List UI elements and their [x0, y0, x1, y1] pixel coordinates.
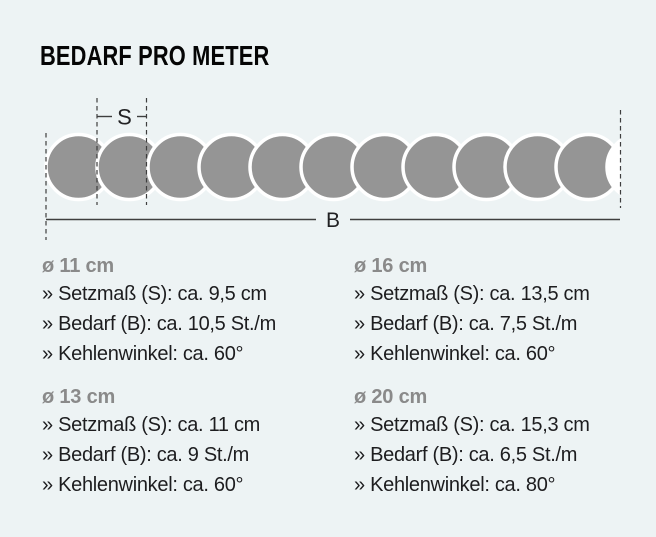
spec-block: ø 13 cm » Setzmaß (S): ca. 11 cm » Bedar… [42, 385, 342, 500]
palisade-diagram: S B [44, 98, 622, 240]
spec-diameter-heading: ø 13 cm [42, 386, 116, 408]
page-title: BEDARF PRO METER [40, 40, 270, 71]
spec-line: » Bedarf (B): ca. 10,5 St./m [42, 313, 276, 335]
spec-line: » Kehlenwinkel: ca. 60° [42, 474, 244, 496]
spec-line: » Bedarf (B): ca. 7,5 St./m [354, 313, 578, 335]
spec-line: » Bedarf (B): ca. 6,5 St./m [354, 444, 578, 466]
spec-list: » Setzmaß (S): ca. 13,5 cm » Bedarf (B):… [354, 279, 654, 369]
spec-list: » Setzmaß (S): ca. 15,3 cm » Bedarf (B):… [354, 410, 654, 500]
spec-line: » Kehlenwinkel: ca. 60° [354, 343, 556, 365]
spec-block: ø 16 cm » Setzmaß (S): ca. 13,5 cm » Bed… [354, 254, 654, 369]
spec-line: » Setzmaß (S): ca. 15,3 cm [354, 414, 590, 436]
spec-line: » Setzmaß (S): ca. 13,5 cm [354, 283, 590, 305]
spec-line: » Setzmaß (S): ca. 11 cm [42, 414, 261, 436]
b-dimension-label: B [326, 209, 340, 232]
spec-line: » Bedarf (B): ca. 9 St./m [42, 444, 250, 466]
phantom-circle [605, 138, 621, 196]
palisade-circles [44, 132, 621, 202]
spec-block: ø 20 cm » Setzmaß (S): ca. 15,3 cm » Bed… [354, 385, 654, 500]
spec-diameter-heading: ø 11 cm [42, 255, 114, 277]
spec-line: » Kehlenwinkel: ca. 80° [354, 474, 556, 496]
s-dimension-label: S [117, 105, 132, 130]
spec-line: » Setzmaß (S): ca. 9,5 cm [42, 283, 267, 305]
spec-line: » Kehlenwinkel: ca. 60° [42, 343, 244, 365]
spec-diameter-heading: ø 20 cm [354, 386, 428, 408]
spec-block: ø 11 cm » Setzmaß (S): ca. 9,5 cm » Beda… [42, 254, 342, 369]
spec-list: » Setzmaß (S): ca. 11 cm » Bedarf (B): c… [42, 410, 342, 500]
spec-diameter-heading: ø 16 cm [354, 255, 428, 277]
spec-list: » Setzmaß (S): ca. 9,5 cm » Bedarf (B): … [42, 279, 342, 369]
